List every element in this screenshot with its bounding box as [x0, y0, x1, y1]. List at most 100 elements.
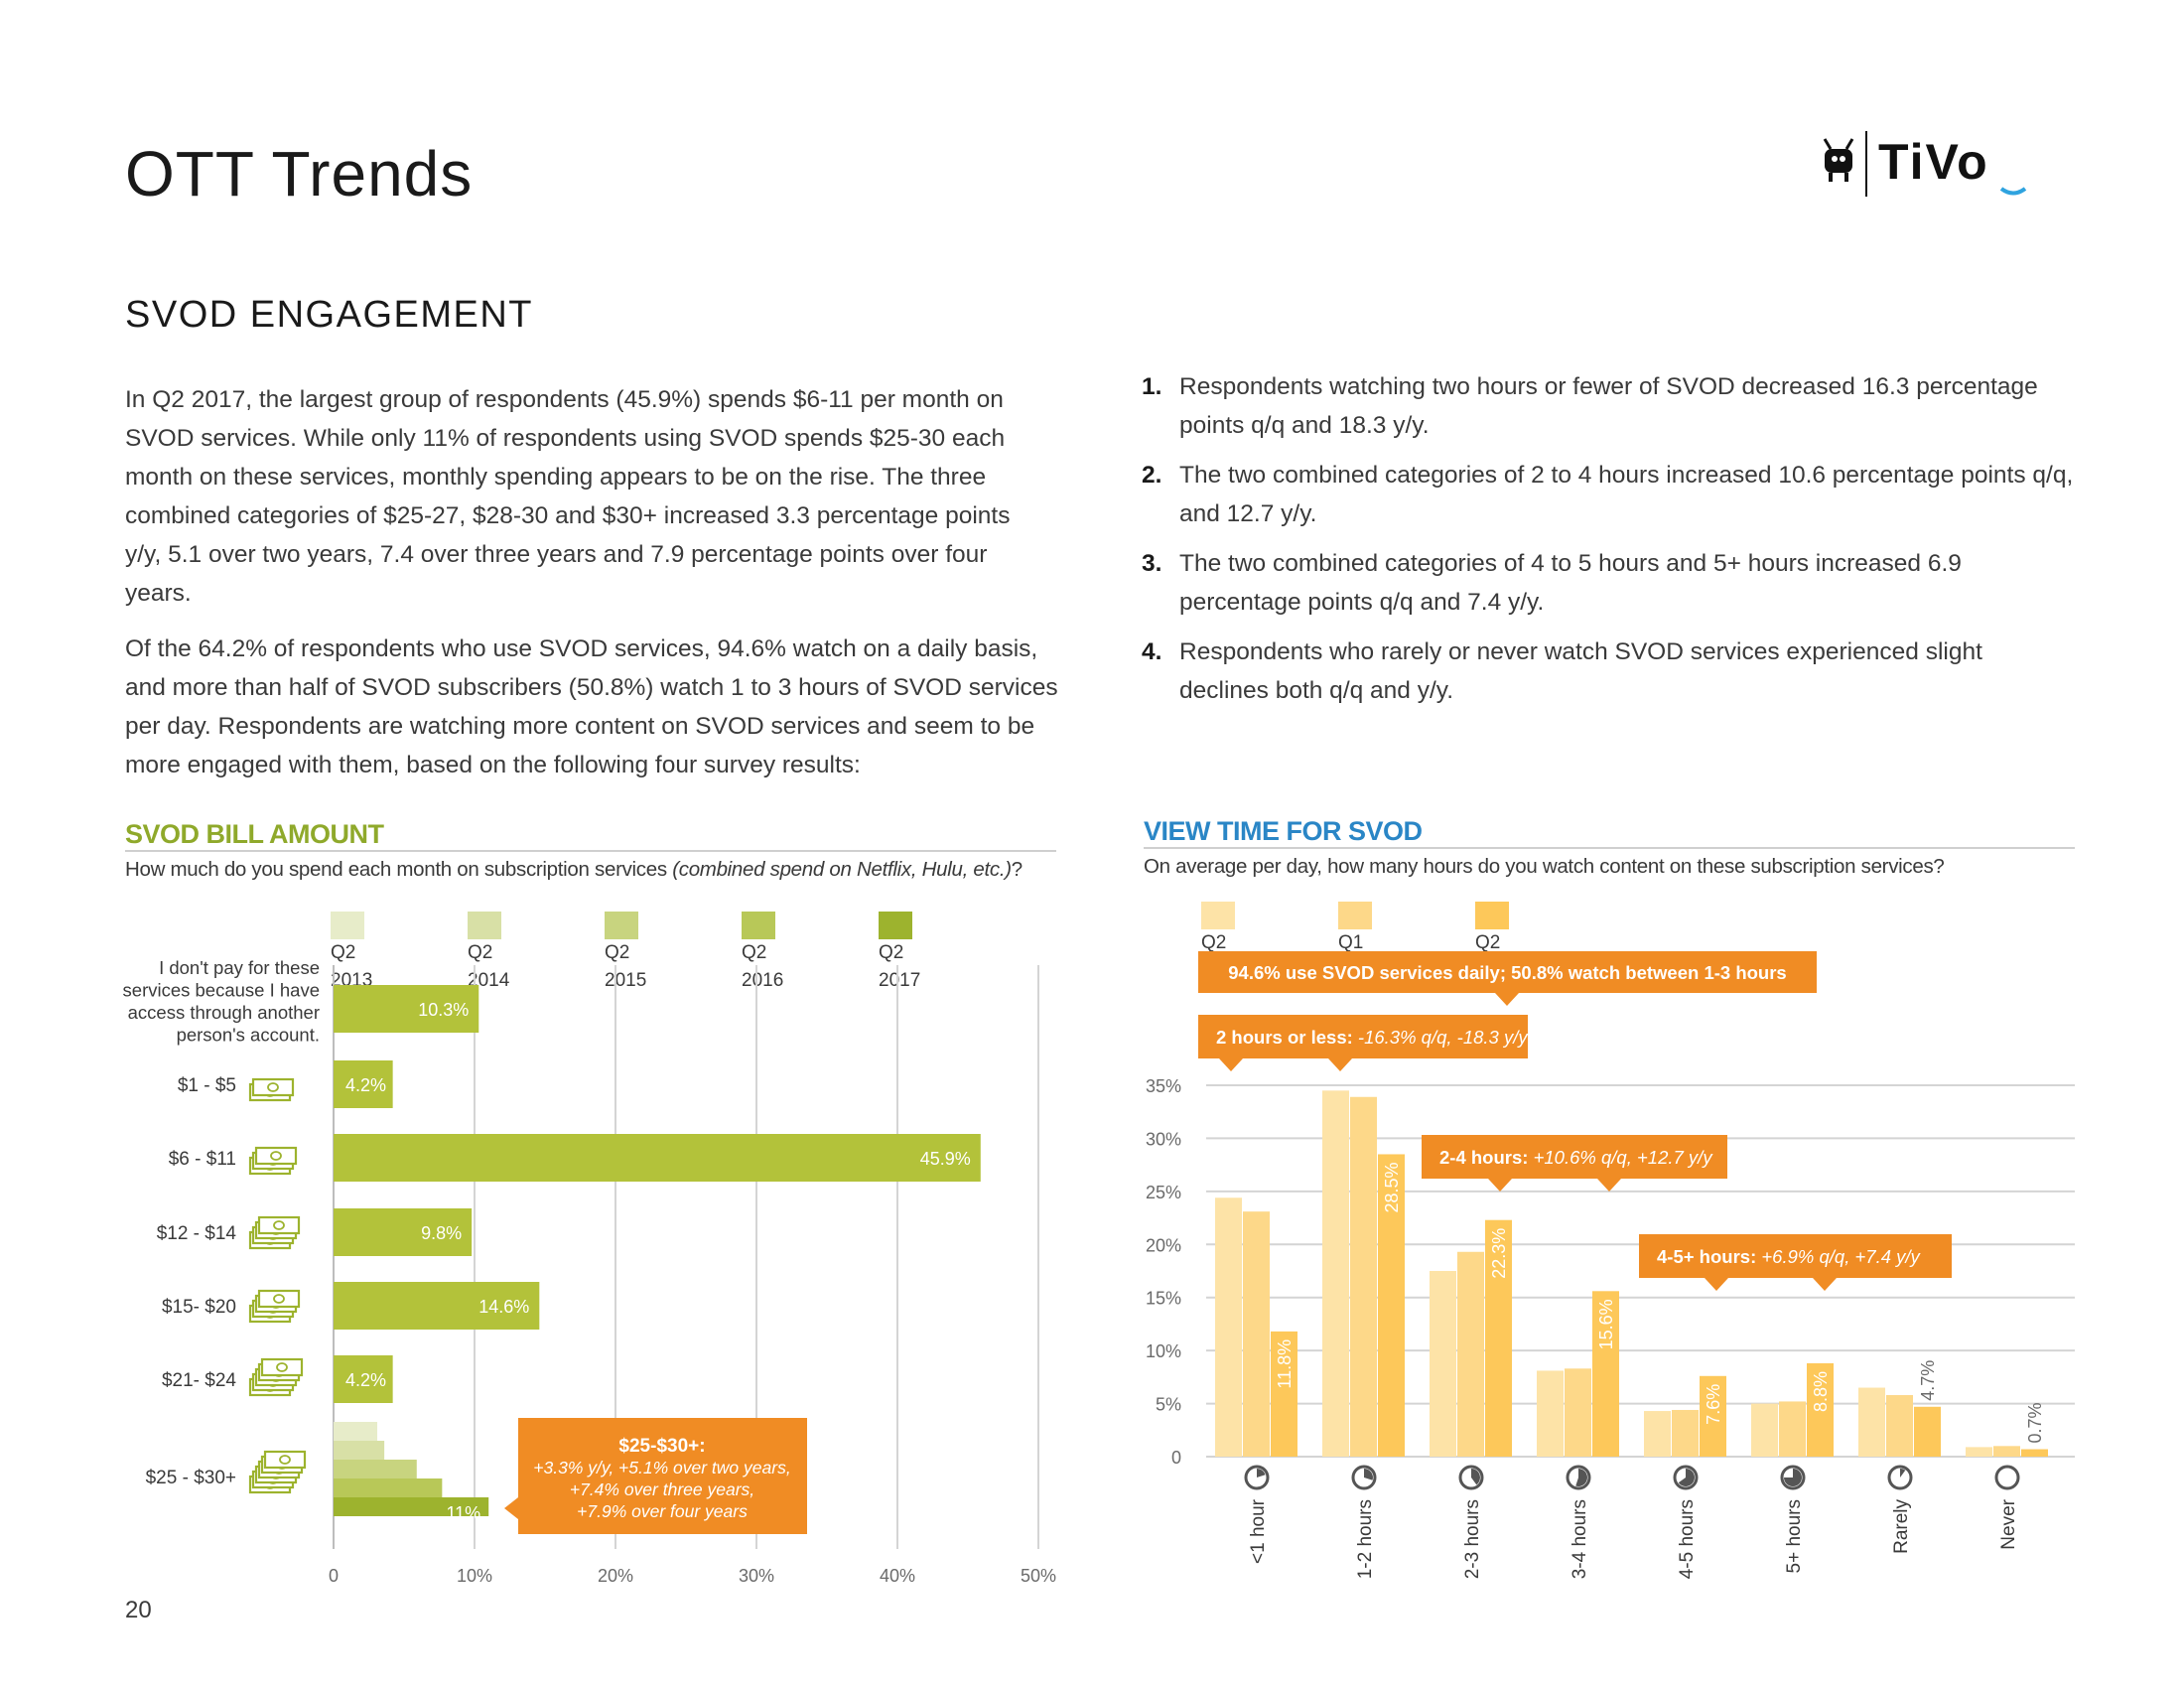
view-bar-q1-2017: [1779, 1401, 1806, 1457]
finding-number: 4.: [1142, 638, 1162, 665]
clock-icon: [1566, 1465, 1591, 1490]
bill-bar-q2-2017: [334, 1060, 393, 1108]
view-callout-two-four-box: [1422, 1135, 1727, 1179]
view-chart-question: On average per day, how many hours do yo…: [1144, 855, 1945, 878]
bill-value-label: 9.8%: [421, 1223, 462, 1243]
view-legend-swatch: [1201, 902, 1235, 929]
view-callout-two-four-pointer: [1488, 1179, 1512, 1192]
intro-paragraph: In Q2 2017, the largest group of respond…: [125, 386, 1011, 607]
view-category-label: Never: [1998, 1498, 2019, 1549]
bill-value-label: 4.2%: [345, 1075, 386, 1095]
money-stack-icon: [248, 1357, 304, 1397]
view-callout-daily-bold: 94.6% use SVOD services daily; 50.8% wat…: [1228, 962, 1786, 983]
view-bar-q2-2017: [1807, 1362, 1834, 1457]
bill-legend-label: Q2 2017: [879, 942, 921, 991]
money-bill-mark: [276, 1362, 288, 1372]
clock-icon: [1458, 1465, 1484, 1490]
bill-bar-q2-2017: [334, 1282, 540, 1330]
tivo-logo: TiVo: [1823, 131, 2027, 197]
view-y-tick-label: 20%: [1146, 1235, 1181, 1255]
page-title: OTT Trends: [125, 138, 474, 210]
clock-icon: [1673, 1465, 1699, 1490]
finding-number: 1.: [1142, 373, 1162, 400]
view-bar-q1-2017: [1350, 1096, 1377, 1457]
view-y-tick-label: 30%: [1146, 1129, 1181, 1149]
money-bill-shape: [257, 1215, 301, 1235]
bill-value-label: 4.2%: [345, 1370, 386, 1390]
finding-text: Respondents who rarely or never watch SV…: [1179, 638, 1982, 704]
bill-category-label: $12 - $14: [157, 1223, 237, 1244]
clock-fill: [1900, 1469, 1906, 1477]
view-callout-two-hours-box: [1198, 1015, 1528, 1058]
view-bar-q1-2017: [1993, 1446, 2020, 1457]
clock-fill: [1257, 1469, 1266, 1477]
clock-fill: [1364, 1469, 1373, 1480]
bill-x-tick-label: 10%: [457, 1566, 492, 1586]
view-callout-two-hours-pointer: [1219, 1058, 1243, 1071]
view-callout-two-hours-bold: 2 hours or less:: [1216, 1027, 1353, 1048]
bill-value-label: 11%: [446, 1503, 480, 1523]
view-y-tick-label: 10%: [1146, 1341, 1181, 1361]
bill-chart-rule: [125, 850, 1056, 852]
money-bill-shape: [257, 1289, 301, 1309]
clock-fill: [1678, 1469, 1695, 1487]
view-callout-two-four: 2-4 hours: +10.6% q/q, +12.7 y/y: [1422, 1135, 1727, 1192]
view-callout-two-four-bold: 2-4 hours:: [1439, 1147, 1528, 1168]
view-callout-two-four-italic: +10.6% q/q, +12.7 y/y: [1528, 1147, 1713, 1168]
bill-callout-title: $25-$30+:: [618, 1436, 705, 1457]
bill-category-label: I don't pay for these: [159, 957, 320, 978]
clock-fill: [1575, 1469, 1588, 1486]
view-bar-q2-2016: [1644, 1411, 1671, 1457]
bill-bar-q2-2017: [334, 985, 479, 1033]
view-bar-q2-2017: [1485, 1219, 1512, 1457]
view-bar-q2-2016: [1215, 1197, 1242, 1457]
money-bill-shape: [263, 1450, 307, 1470]
view-callout-two-hours-italic: -16.3% q/q, -18.3 y/y: [1353, 1027, 1530, 1048]
bill-legend-swatch: [742, 912, 775, 939]
money-bill-shape: [260, 1357, 304, 1377]
view-callout-four-five-pointer: [1705, 1278, 1728, 1291]
view-callout-two-hours: 2 hours or less: -16.3% q/q, -18.3 y/y: [1198, 1015, 1529, 1071]
bill-legend-item: Q2 2016: [742, 912, 783, 991]
view-chart-rule: [1144, 847, 2075, 849]
bill-legend-swatch: [605, 912, 638, 939]
view-chart-title: VIEW TIME FOR SVOD: [1144, 816, 1423, 846]
view-value-label: 15.6%: [1596, 1299, 1616, 1349]
view-callout-daily-box: [1198, 951, 1817, 1006]
view-value-label: 8.8%: [1811, 1371, 1831, 1412]
view-value-label: 28.5%: [1382, 1162, 1402, 1212]
view-callout-two-four-pointer: [1597, 1179, 1621, 1192]
view-callout-two-hours-pointer: [1328, 1058, 1352, 1071]
view-category-label: <1 hour: [1248, 1498, 1269, 1564]
finding-number: 2.: [1142, 462, 1162, 489]
money-bill-mark: [270, 1151, 282, 1161]
bill-legend-item: Q2 2014: [468, 912, 509, 991]
view-category-label: 4-5 hours: [1677, 1499, 1698, 1579]
bill-question-italic: (combined spend on Netflix, Hulu, etc.): [672, 858, 1012, 881]
view-callout-four-five-box: [1639, 1234, 1952, 1278]
view-callout-two-hours-text: 2 hours or less: -16.3% q/q, -18.3 y/y: [1216, 1027, 1529, 1048]
view-category-label: 2-3 hours: [1462, 1499, 1483, 1579]
view-bar-q2-2017: [1700, 1375, 1726, 1457]
money-bill-mark: [273, 1294, 285, 1304]
tivo-mascot-icon: [1823, 138, 1854, 182]
finding-text: The two combined categories of 2 to 4 ho…: [1179, 462, 2074, 527]
view-callout-four-five-bold: 4-5+ hours:: [1657, 1246, 1756, 1267]
view-y-tick-label: 0: [1171, 1448, 1181, 1468]
bill-callout: $25-$30+:+3.3% y/y, +5.1% over two years…: [504, 1418, 807, 1534]
view-callout-four-five-text: 4-5+ hours: +6.9% q/q, +7.4 y/y: [1657, 1246, 1922, 1267]
view-y-tick-label: 5%: [1156, 1395, 1181, 1415]
finding-text: The two combined categories of 4 to 5 ho…: [1179, 550, 1962, 616]
bill-category-label: person's account.: [177, 1025, 320, 1046]
money-bill-mark: [267, 1082, 279, 1092]
bill-legend-swatch: [879, 912, 912, 939]
view-bar-q2-2016: [1858, 1387, 1885, 1457]
bill-callout-box: [504, 1418, 807, 1534]
view-callout-two-four-text: 2-4 hours: +10.6% q/q, +12.7 y/y: [1439, 1147, 1713, 1168]
bill-category-label: services because I have: [123, 980, 320, 1001]
bill-value-label: 10.3%: [418, 1000, 469, 1020]
bill-value-label: 45.9%: [920, 1149, 971, 1169]
money-bill-mark: [273, 1220, 285, 1230]
